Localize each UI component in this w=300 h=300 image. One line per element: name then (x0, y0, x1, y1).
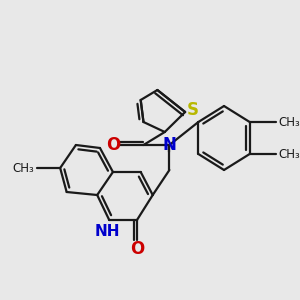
Text: CH₃: CH₃ (278, 148, 300, 160)
Text: CH₃: CH₃ (278, 116, 300, 128)
Text: NH: NH (94, 224, 120, 239)
Text: S: S (187, 101, 199, 119)
Text: N: N (163, 136, 176, 154)
Text: O: O (106, 136, 120, 154)
Text: CH₃: CH₃ (13, 161, 34, 175)
Text: O: O (130, 240, 144, 258)
